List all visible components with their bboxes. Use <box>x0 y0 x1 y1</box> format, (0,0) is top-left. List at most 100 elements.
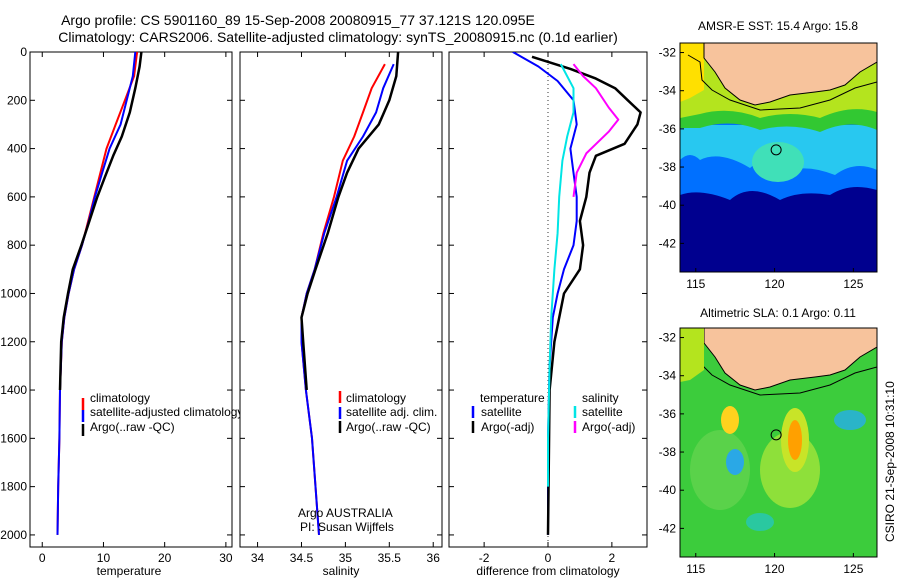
x-tick-label: 30 <box>219 551 233 565</box>
salinity-legend: climatology satellite adj. clim. Argo(..… <box>338 391 437 434</box>
map-x-tick-label: 125 <box>843 562 863 576</box>
map-x-tick-label: 120 <box>765 562 785 576</box>
x-tick-label: 20 <box>158 551 172 565</box>
series-line-salinity-satellite <box>547 63 575 487</box>
map-y-tick-label: -32 <box>659 46 677 60</box>
salinity-series <box>300 52 400 535</box>
difference-panel: -2 0 2 difference from climatology tempera… <box>448 51 648 578</box>
sst-map-ticks: 115 120 125 -32 -34 -36 -38 -40 -42 <box>659 46 864 291</box>
x-tick-label: 34.5 <box>290 551 314 565</box>
sla-low-patch <box>746 513 774 531</box>
sla-map-panel: Altimetric SLA: 0.1 Argo: 0.11 115 120 125… <box>659 306 878 576</box>
sla-high-core <box>788 420 802 460</box>
sst-land <box>703 43 877 106</box>
difference-xlabel: difference from climatology <box>476 564 619 578</box>
sla-argo-location-marker <box>770 429 782 441</box>
legend-label-temp-argo: Argo(-adj) <box>481 420 534 434</box>
x-tick-label: -2 <box>479 551 490 565</box>
sst-warm-coast <box>680 43 704 102</box>
x-tick-label: 34 <box>251 551 265 565</box>
x-tick-label: 2 <box>609 551 616 565</box>
map-x-tick-label: 125 <box>843 277 863 291</box>
salinity-panel: 34 34.5 35 35.5 36 salinity climatology sate… <box>239 51 443 578</box>
sla-land <box>703 328 877 391</box>
y-tick-label: 1800 <box>0 480 27 494</box>
sla-map-title: Altimetric SLA: 0.1 Argo: 0.11 <box>700 306 856 320</box>
argo-program-annotation: Argo AUSTRALIA <box>298 506 393 520</box>
difference-series <box>512 52 642 535</box>
salinity-ticks: 34 34.5 35 35.5 36 <box>240 51 442 565</box>
legend-label-argo: Argo(..raw -QC) <box>90 420 175 434</box>
pi-annotation: PI: Susan Wijffels <box>300 520 394 534</box>
salinity-xlabel: salinity <box>323 564 360 578</box>
legend-label-climatology: climatology <box>90 391 150 405</box>
series-line-argo-raw-qc <box>300 52 400 391</box>
series-line-salinity-argo-adj <box>572 63 620 198</box>
x-tick-label: 35.5 <box>378 551 402 565</box>
temperature-xlabel: temperature <box>97 564 162 578</box>
map-y-tick-label: -38 <box>659 160 677 174</box>
figure-title-line1: Argo profile: CS 5901160_89 15-Sep-2008 … <box>61 12 535 28</box>
sst-argo-location-marker <box>770 144 782 156</box>
x-tick-label: 36 <box>427 551 441 565</box>
salinity-axes-box <box>239 51 443 548</box>
temperature-panel: 0 10 20 30 0 200 400 600 800 1000 1200 1400 1600 1800… <box>0 45 243 578</box>
map-y-tick-label: -38 <box>659 445 677 459</box>
sst-warm-eddy <box>752 142 804 182</box>
csiro-credit: CSIRO 21-Sep-2008 10:31:10 <box>883 381 897 542</box>
map-y-tick-label: -40 <box>659 198 677 212</box>
figure-title-line2: Climatology: CARS2006. Satellite-adjuste… <box>58 29 618 45</box>
sst-contour <box>687 54 877 111</box>
map-y-tick-label: -34 <box>659 369 677 383</box>
map-x-tick-label: 115 <box>686 562 705 576</box>
x-tick-label: 35 <box>339 551 353 565</box>
legend-label-sal-satellite: satellite <box>582 405 623 419</box>
sla-map-field <box>680 328 877 557</box>
series-line-temperature-argo-adj <box>531 55 642 535</box>
legend-label-satellite: satellite adj. clim. <box>346 405 437 419</box>
legend-header-salinity: salinity <box>582 391 619 405</box>
legend-label-argo: Argo(..raw -QC) <box>346 420 431 434</box>
x-tick-label: 0 <box>39 551 46 565</box>
sla-high-spot <box>721 406 739 434</box>
map-y-tick-label: -42 <box>659 236 677 250</box>
x-tick-label: 0 <box>545 551 552 565</box>
legend-label-satellite: satellite-adjusted climatology <box>90 405 243 419</box>
legend-label-climatology: climatology <box>346 391 406 405</box>
map-x-tick-label: 120 <box>765 277 785 291</box>
sst-map-field <box>680 43 877 272</box>
map-y-tick-label: -36 <box>659 122 677 136</box>
y-tick-label: 0 <box>20 45 27 59</box>
y-tick-label: 400 <box>7 142 27 156</box>
sla-coast-band <box>680 328 704 382</box>
map-y-tick-label: -40 <box>659 483 677 497</box>
temperature-axes-box <box>29 51 233 548</box>
temperature-legend: climatology satellite-adjusted climatolo… <box>81 391 243 436</box>
map-x-tick-label: 115 <box>686 277 705 291</box>
map-y-tick-label: -36 <box>659 407 677 421</box>
sst-map-frame <box>679 42 878 273</box>
y-tick-label: 800 <box>7 238 27 252</box>
sla-map-frame <box>679 327 878 558</box>
map-y-tick-label: -34 <box>659 84 677 98</box>
y-tick-label: 1200 <box>0 335 27 349</box>
legend-header-temperature: temperature <box>480 391 545 405</box>
sla-low-spot <box>726 449 744 475</box>
legend-label-temp-satellite: satellite <box>481 405 522 419</box>
sst-map-title: AMSR-E SST: 15.4 Argo: 15.8 <box>698 19 858 33</box>
map-y-tick-label: -32 <box>659 331 677 345</box>
legend-label-sal-argo: Argo(-adj) <box>582 420 635 434</box>
sla-low-patch <box>834 410 866 430</box>
y-tick-label: 1400 <box>0 383 27 397</box>
map-y-tick-label: -42 <box>659 521 677 535</box>
temperature-ticks: 0 10 20 30 0 200 400 600 800 1000 1200 1400 1600 1800… <box>0 45 233 565</box>
x-tick-label: 10 <box>97 551 111 565</box>
y-tick-label: 2000 <box>0 528 27 542</box>
sla-map-ticks: 115 120 125 -32 -34 -36 -38 -40 -42 <box>659 331 864 576</box>
y-tick-label: 1600 <box>0 431 27 445</box>
series-line-argo-raw-qc <box>58 52 143 391</box>
y-tick-label: 1000 <box>0 286 27 300</box>
temperature-series <box>56 52 143 535</box>
sst-map-panel: AMSR-E SST: 15.4 Argo: 15.8 115 120 125 -32… <box>659 19 878 291</box>
